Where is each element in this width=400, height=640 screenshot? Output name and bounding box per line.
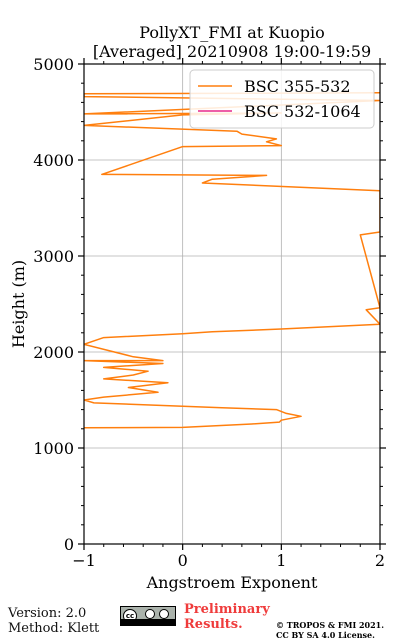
footer-info: Version: 2.0 Method: Klett	[8, 606, 99, 636]
y-axis-label: Height (m)	[9, 260, 28, 348]
y-tick-label: 5000	[33, 55, 74, 74]
by-icon	[145, 609, 155, 619]
preliminary-line2: Results.	[184, 617, 243, 632]
legend: BSC 355-532 BSC 532-1064	[189, 69, 375, 129]
copyright-line2: CC BY SA 4.0 License.	[276, 630, 375, 640]
y-tick-label: 4000	[33, 151, 74, 170]
chart-title-line1: PollyXT_FMI at Kuopio	[139, 23, 325, 42]
preliminary-line1: Preliminary	[184, 602, 270, 617]
copyright-notice: © TROPOS & FMI 2021. CC BY SA 4.0 Licens…	[276, 620, 384, 640]
x-tick-label: 2	[375, 551, 385, 570]
cc-by-sa-logo: cc	[120, 606, 176, 626]
version-label: Version: 2.0	[8, 606, 87, 621]
y-tick-label: 2000	[33, 343, 74, 362]
x-axis-label: Angstroem Exponent	[146, 573, 318, 592]
copyright-line1: © TROPOS & FMI 2021.	[276, 620, 385, 630]
x-tick-label: 1	[276, 551, 286, 570]
series-line-bsc-355-532	[84, 92, 380, 429]
legend-label-bsc-355-532: BSC 355-532	[244, 77, 351, 96]
legend-label-bsc-532-1064: BSC 532-1064	[244, 102, 361, 121]
series-lines	[84, 92, 380, 429]
x-tick-label: 0	[178, 551, 188, 570]
grid-lines	[83, 63, 381, 545]
y-tick-label: 1000	[33, 439, 74, 458]
y-tick-label: 0	[64, 535, 74, 554]
y-tick-label: 3000	[33, 247, 74, 266]
method-label: Method: Klett	[8, 621, 100, 636]
chart-title-line2: [Averaged] 20210908 19:00-19:59	[93, 42, 371, 61]
plot-frame	[83, 63, 381, 545]
legend-box	[189, 69, 375, 129]
sa-icon	[159, 609, 169, 619]
preliminary-notice: Preliminary Results.	[184, 602, 270, 632]
x-tick-label: −1	[72, 551, 96, 570]
axis-ticks	[78, 58, 386, 550]
